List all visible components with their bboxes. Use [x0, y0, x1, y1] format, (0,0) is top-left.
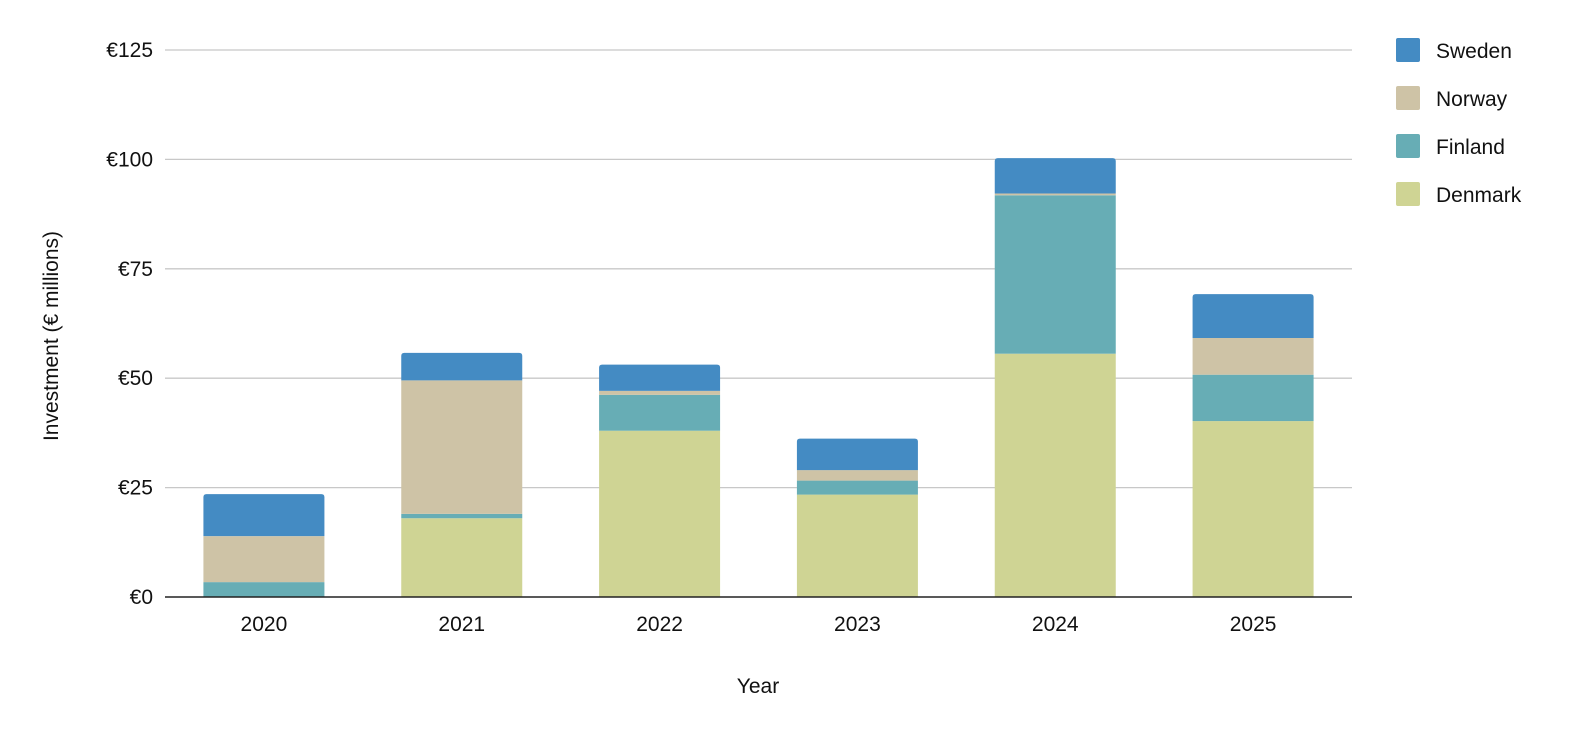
bar-segment-denmark-2021 [401, 518, 523, 597]
x-tick-label: 2024 [1032, 613, 1079, 636]
bar-segment-norway-2021 [401, 380, 523, 514]
bar-segment-finland-2021 [401, 513, 523, 519]
y-tick-label: €50 [118, 367, 153, 390]
legend-label: Denmark [1436, 184, 1522, 207]
bar-segment-finland-2020 [203, 582, 325, 597]
bar-segment-sweden-2023 [796, 438, 918, 471]
bar-segment-norway-2022 [599, 390, 721, 395]
bar-segment-norway-2020 [203, 536, 325, 583]
legend-label: Norway [1436, 88, 1508, 111]
y-tick-label: €125 [106, 39, 153, 62]
legend-item-finland: Finland [1396, 134, 1505, 159]
x-tick-label: 2025 [1230, 613, 1277, 636]
x-tick-label: 2022 [636, 613, 683, 636]
bar-segment-denmark-2025 [1192, 421, 1314, 597]
bar-segment-finland-2024 [994, 195, 1116, 354]
bar-segment-sweden-2024 [994, 158, 1116, 194]
bars [203, 158, 1314, 597]
bar-segment-sweden-2022 [599, 364, 721, 391]
x-tick-label: 2021 [438, 613, 485, 636]
legend-item-sweden: Sweden [1396, 38, 1512, 63]
legend-swatch [1396, 38, 1420, 62]
bar-segment-norway-2024 [994, 193, 1116, 196]
bar-segment-denmark-2022 [599, 430, 721, 597]
bar-segment-norway-2025 [1192, 337, 1314, 375]
bar-segment-denmark-2023 [796, 494, 918, 597]
legend-swatch [1396, 86, 1420, 110]
bar-segment-sweden-2025 [1192, 294, 1314, 338]
bar-segment-denmark-2024 [994, 353, 1116, 597]
bar-segment-finland-2023 [796, 480, 918, 495]
bar-segment-finland-2025 [1192, 374, 1314, 422]
bar-segment-sweden-2020 [203, 494, 325, 537]
legend-swatch [1396, 182, 1420, 206]
bar-segment-sweden-2021 [401, 352, 523, 381]
gridlines [165, 49, 1352, 489]
x-tick-label: 2020 [241, 613, 288, 636]
legend-item-denmark: Denmark [1396, 182, 1522, 207]
y-tick-label: €100 [106, 148, 153, 171]
legend-label: Sweden [1436, 40, 1512, 63]
legend-swatch [1396, 134, 1420, 158]
bar-segment-norway-2023 [796, 470, 918, 481]
y-tick-label: €25 [118, 477, 153, 500]
y-tick-label: €0 [130, 586, 153, 609]
bar-segment-finland-2022 [599, 394, 721, 431]
legend-label: Finland [1436, 136, 1505, 159]
x-axis-title: Year [737, 675, 779, 698]
x-tick-label: 2023 [834, 613, 881, 636]
tick-labels: €0 €25 €50 €75 €100 €125 2020 2021 2022 2023 2024 2… [106, 39, 1276, 636]
legend: Sweden Norway Finland Denmark [1396, 38, 1522, 207]
y-tick-label: €75 [118, 258, 153, 281]
legend-item-norway: Norway [1396, 86, 1508, 111]
y-axis-title: Investment (€ millions) [40, 231, 63, 441]
